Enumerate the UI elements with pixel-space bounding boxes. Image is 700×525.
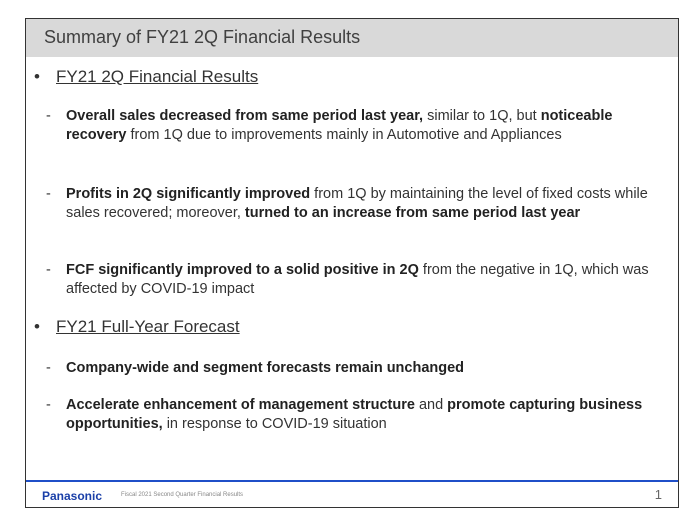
text-run: in response to COVID-19 situation [162,416,387,432]
bullet-item: - Accelerate enhancement of management st… [46,396,666,434]
slide: Summary of FY21 2Q Financial Results • FY… [25,18,679,508]
section-heading-text: FY21 Full-Year Forecast [56,317,240,336]
footer-text: Fiscal 2021 Second Quarter Financial Res… [121,492,244,498]
section-heading-text: FY21 2Q Financial Results [56,67,259,86]
bullet-icon: • [34,67,40,86]
bullet-text: FCF significantly improved to a solid po… [66,261,666,299]
page-number: 1 [654,487,662,502]
text-run: from 1Q due to improvements mainly in Au… [126,127,562,143]
bullet-text: Company-wide and segment forecasts remai… [66,359,666,378]
dash-icon: - [46,108,51,124]
bullet-item: - Profits in 2Q significantly improved fr… [46,185,666,223]
panasonic-logo: Panasonic [42,489,103,503]
text-run: noticeable recovery [66,108,613,143]
text-run: FCF significantly improved to a solid po… [66,262,419,278]
text-run: Company-wide and segment forecasts remai… [66,360,465,376]
text-run: from 1Q by maintaining the level of fixe… [66,186,648,221]
bullet-icon: • [34,317,40,336]
dash-icon: - [46,360,51,376]
text-run: turned to an increase from same period l… [244,205,581,221]
text-run: from the negative in 1Q, which was affec… [66,262,649,297]
bullet-text: Profits in 2Q significantly improved fro… [66,185,666,223]
section-heading: • FY21 2Q Financial Results [34,67,258,87]
slide-title: Summary of FY21 2Q Financial Results [44,27,361,47]
text-run: Overall sales decreased from same period… [66,108,424,124]
text-run: Accelerate enhancement of management str… [66,397,415,413]
dash-icon: - [46,186,51,202]
text-run: similar to 1Q, but [423,108,541,124]
dash-icon: - [46,397,51,413]
bullet-text: Overall sales decreased from same period… [66,107,666,145]
text-run: and [414,397,448,413]
footer-divider [26,480,678,482]
text-run: promote capturing business opportunities… [66,397,643,432]
section-heading: • FY21 Full-Year Forecast [34,317,240,337]
title-bar: Summary of FY21 2Q Financial Results [26,19,678,57]
bullet-item: - Overall sales decreased from same perio… [46,107,666,145]
text-run: Profits in 2Q significantly improved [66,186,311,202]
bullet-text: Accelerate enhancement of management str… [66,396,666,434]
dash-icon: - [46,262,51,278]
bullet-item: - Company-wide and segment forecasts rema… [46,359,666,378]
bullet-item: - FCF significantly improved to a solid p… [46,261,666,299]
